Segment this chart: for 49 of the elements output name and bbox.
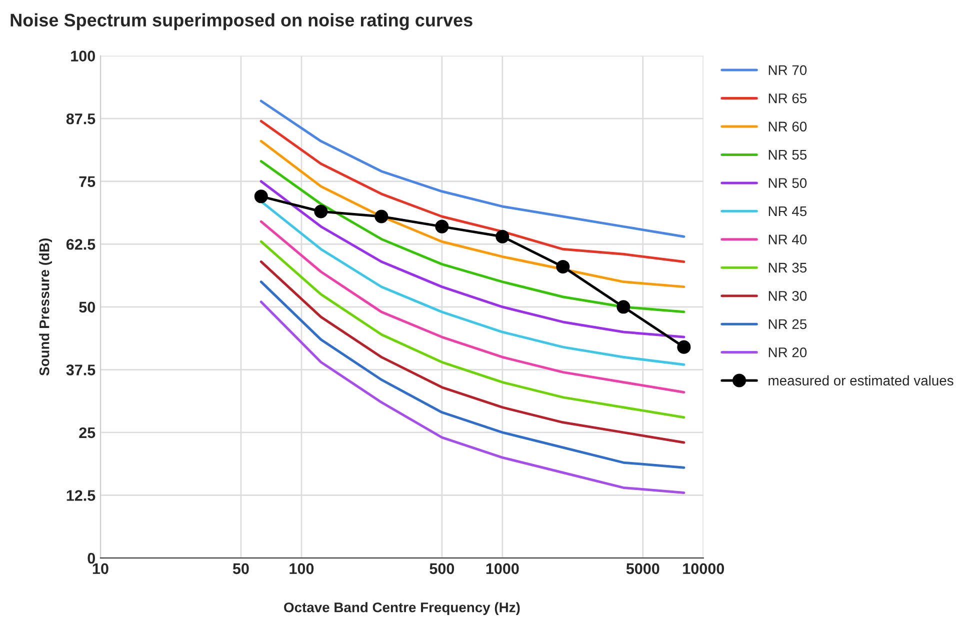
line-series xyxy=(260,140,686,288)
y-tick-label: 87.5 xyxy=(66,113,96,124)
legend-label: NR 45 xyxy=(768,206,807,216)
line-series xyxy=(260,160,686,314)
x-tick-label: 5000 xyxy=(626,563,660,574)
line-series xyxy=(260,240,686,419)
y-tick-label: 0 xyxy=(88,552,95,564)
legend-label: measured or estimated values xyxy=(768,375,954,386)
y-axis-title: Sound Pressure (dB) xyxy=(39,238,52,376)
legend-label: NR 55 xyxy=(768,150,807,160)
y-tick-label: 62.5 xyxy=(66,238,96,250)
x-tick-label: 500 xyxy=(430,563,454,574)
y-tick-label: 37.5 xyxy=(66,364,96,376)
legend-label: NR 50 xyxy=(768,178,807,188)
point xyxy=(254,190,268,204)
x-tick-label: 50 xyxy=(232,563,249,574)
point xyxy=(435,220,449,234)
legend-label: NR 60 xyxy=(768,122,807,132)
legend-label: NR 70 xyxy=(768,65,807,76)
legend-label: NR 40 xyxy=(768,234,807,244)
y-tick-label: 50 xyxy=(79,302,95,313)
point xyxy=(374,210,388,224)
x-tick-label: 1000 xyxy=(486,563,519,574)
point xyxy=(616,300,630,314)
x-axis-title: Octave Band Centre Frequency (Hz) xyxy=(284,602,520,616)
point xyxy=(496,230,510,244)
line-series xyxy=(260,260,686,444)
line-series xyxy=(260,180,686,338)
line-series xyxy=(260,120,686,263)
line-series xyxy=(260,280,686,469)
y-tick-label: 12.5 xyxy=(66,490,96,501)
legend-label: NR 35 xyxy=(768,262,807,273)
legend-label: NR 20 xyxy=(768,347,807,358)
legend-label: NR 25 xyxy=(768,319,807,330)
y-tick-label: 100 xyxy=(71,50,95,62)
line-series xyxy=(260,100,686,238)
legend-label: NR 30 xyxy=(768,291,807,301)
point xyxy=(677,340,691,354)
line-series xyxy=(260,300,686,494)
point xyxy=(556,260,570,274)
x-tick-label: 100 xyxy=(290,563,314,574)
point xyxy=(314,204,328,218)
x-tick-label: 10 xyxy=(92,563,108,574)
chart-title: Noise Spectrum superimposed on noise rating curves xyxy=(10,13,472,30)
y-tick-label: 25 xyxy=(79,427,96,438)
y-tick-label: 75 xyxy=(79,176,96,188)
line-series xyxy=(260,220,686,394)
x-tick-label: 10000 xyxy=(683,563,724,574)
legend-label: NR 65 xyxy=(768,93,807,104)
